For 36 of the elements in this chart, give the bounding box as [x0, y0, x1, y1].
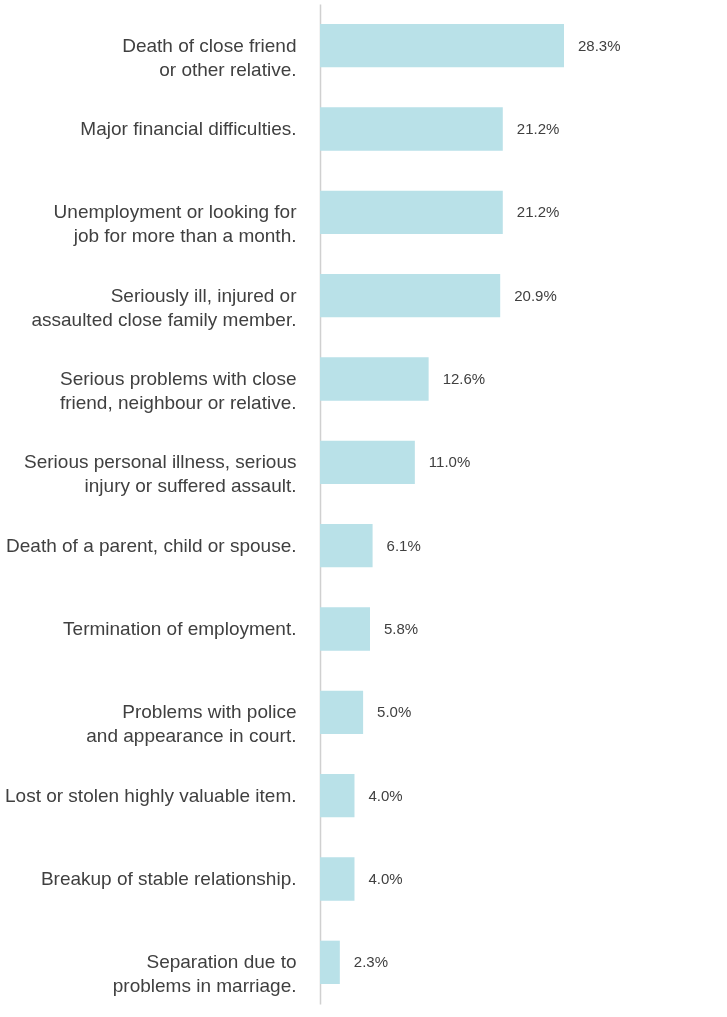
data-label: 21.2%	[516, 120, 560, 137]
y-tick-label: Seriously ill, injured or assaulted close family member.	[31, 284, 298, 330]
data-label: 4.0%	[368, 786, 403, 804]
y-tick-label: Problems with police and appearance in court.	[86, 701, 297, 747]
data-label: 12.6%	[442, 370, 486, 387]
bar	[320, 940, 340, 984]
y-tick-label: Separation due to problems in marriage.	[112, 951, 297, 997]
bar	[320, 107, 503, 151]
data-label: 2.3%	[353, 953, 389, 971]
data-label: 20.9%	[514, 286, 557, 304]
bar	[320, 607, 371, 651]
bar	[320, 357, 429, 401]
bar	[320, 524, 373, 568]
y-tick-label: Unemployment or looking for job for more than a month.	[53, 201, 298, 247]
y-tick-label: Death of a parent, child or spouse.	[6, 534, 297, 556]
bar	[320, 690, 364, 734]
y-tick-label: Serious problems with close friend, neighbour or relative.	[59, 368, 297, 413]
data-label: 5.8%	[384, 620, 419, 637]
bar	[320, 274, 501, 318]
data-label: 4.0%	[368, 870, 403, 887]
bar	[320, 190, 503, 234]
bar	[320, 774, 355, 818]
data-label: 21.2%	[516, 203, 560, 221]
data-label: 6.1%	[386, 536, 421, 554]
data-label: 11.0%	[428, 453, 471, 471]
y-tick-label: Breakup of stable relationship.	[40, 868, 297, 889]
y-tick-label: Death of close friend or other relative.	[122, 34, 297, 80]
y-tick-label: Major financial difficulties.	[80, 118, 297, 139]
bar	[320, 440, 415, 484]
bar	[320, 857, 355, 901]
bar	[320, 24, 564, 68]
data-label: 28.3%	[578, 36, 621, 54]
y-tick-label: Termination of employment.	[63, 618, 297, 639]
data-label: 5.0%	[377, 703, 412, 721]
y-tick-label: Lost or stolen highly valuable item.	[5, 784, 297, 806]
y-tick-label: Serious personal illness, serious injury or suffered assault.	[24, 451, 297, 497]
